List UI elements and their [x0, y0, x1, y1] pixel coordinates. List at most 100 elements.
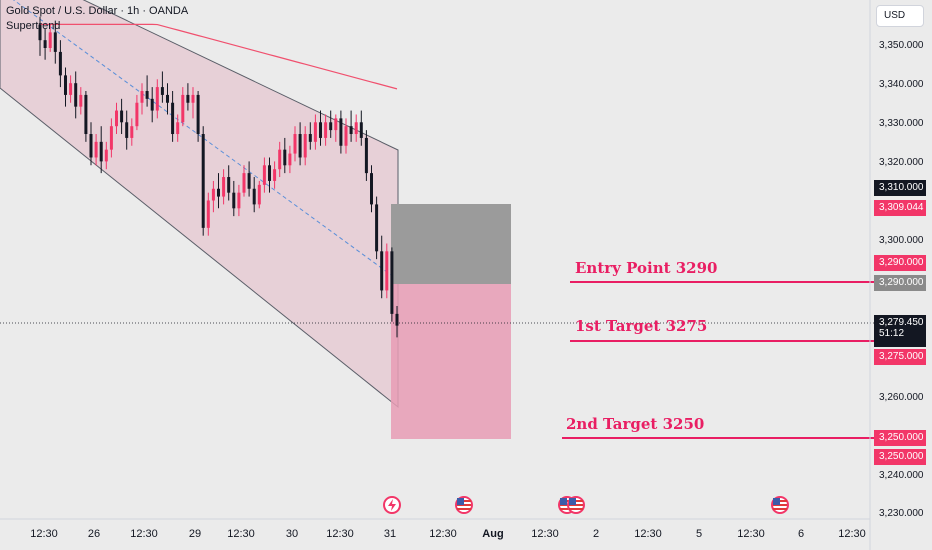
candle-body — [329, 122, 333, 131]
candle[interactable] — [308, 122, 312, 150]
candle-body — [268, 165, 271, 181]
lightning-event-icon[interactable] — [383, 496, 401, 514]
candle[interactable] — [211, 180, 215, 213]
candle[interactable] — [206, 192, 210, 236]
candle-body — [115, 110, 118, 127]
candle[interactable] — [390, 247, 394, 322]
candle[interactable] — [181, 87, 185, 127]
candle[interactable] — [130, 118, 134, 146]
candle[interactable] — [247, 161, 251, 197]
candle[interactable] — [145, 75, 149, 107]
candle[interactable] — [196, 91, 200, 142]
price-tick: 3,330.000 — [879, 118, 924, 129]
candle[interactable] — [48, 24, 52, 52]
candle[interactable] — [109, 118, 113, 158]
candle[interactable] — [222, 169, 226, 205]
candle[interactable] — [160, 71, 164, 103]
candle[interactable] — [262, 157, 266, 193]
candle[interactable] — [186, 83, 190, 111]
candle[interactable] — [171, 91, 175, 142]
candle[interactable] — [115, 102, 118, 135]
supertrend-line[interactable] — [40, 23, 398, 90]
candle[interactable] — [227, 165, 231, 201]
candle[interactable] — [140, 83, 144, 115]
candle[interactable] — [354, 114, 358, 142]
candle[interactable] — [135, 94, 139, 131]
candle[interactable] — [268, 157, 271, 193]
entry-badge-red: 3,290.000 — [874, 255, 926, 271]
candle[interactable] — [395, 306, 399, 338]
candle[interactable] — [344, 118, 348, 154]
candle[interactable] — [64, 67, 67, 107]
candle[interactable] — [313, 114, 317, 150]
target2-annotation[interactable]: 2nd Target 3250 — [566, 415, 705, 433]
candle-body — [364, 137, 368, 174]
candle[interactable] — [125, 110, 129, 150]
candle[interactable] — [155, 79, 159, 119]
us-flag-event-icon[interactable] — [567, 496, 585, 514]
candle[interactable] — [364, 130, 368, 181]
candle[interactable] — [201, 126, 205, 236]
candle[interactable] — [69, 75, 73, 103]
candle[interactable] — [324, 114, 328, 146]
candle[interactable] — [242, 165, 246, 197]
candle-body — [196, 94, 200, 135]
candle[interactable] — [237, 184, 241, 217]
entry-annotation[interactable]: Entry Point 3290 — [575, 259, 718, 277]
candle[interactable] — [166, 83, 169, 115]
candle[interactable] — [38, 16, 42, 56]
candle[interactable] — [150, 87, 154, 123]
us-flag-event-icon[interactable] — [771, 496, 789, 514]
candle[interactable] — [257, 180, 261, 209]
candle-body — [150, 98, 154, 111]
candle[interactable] — [288, 145, 292, 174]
candle[interactable] — [380, 235, 384, 299]
us-flag-event-icon[interactable] — [455, 496, 473, 514]
candle[interactable] — [53, 20, 57, 64]
candle[interactable] — [94, 134, 98, 166]
indicator-label[interactable]: Supertrend — [6, 20, 61, 32]
candle[interactable] — [303, 126, 307, 166]
candle-body — [273, 169, 277, 181]
candle-body — [201, 134, 205, 228]
currency-button[interactable]: USD — [876, 5, 924, 27]
stop-loss-zone[interactable] — [391, 204, 511, 284]
candle[interactable] — [104, 141, 108, 170]
candle[interactable] — [370, 165, 373, 213]
candle[interactable] — [375, 196, 379, 260]
target1-annotation[interactable]: 1st Target 3275 — [575, 317, 708, 335]
candle[interactable] — [339, 110, 343, 154]
candle[interactable] — [232, 180, 236, 217]
candle[interactable] — [58, 40, 62, 88]
candle-body — [130, 126, 134, 138]
candle-body — [227, 177, 231, 193]
candle[interactable] — [99, 126, 103, 174]
candle[interactable] — [79, 87, 83, 115]
candle[interactable] — [278, 141, 282, 178]
candle[interactable] — [298, 122, 302, 166]
candle[interactable] — [319, 110, 322, 146]
candle[interactable] — [293, 126, 297, 162]
candle[interactable] — [120, 98, 124, 135]
candle-body — [308, 134, 312, 142]
candle[interactable] — [74, 71, 78, 119]
candle[interactable] — [217, 173, 220, 209]
candle[interactable] — [43, 28, 47, 60]
candle[interactable] — [329, 110, 333, 138]
symbol-title[interactable]: Gold Spot / U.S. Dollar · 1h · OANDA — [6, 5, 189, 17]
candle[interactable] — [84, 91, 88, 142]
candle[interactable] — [349, 110, 353, 142]
candle[interactable] — [191, 87, 195, 119]
candle-body — [94, 141, 98, 158]
candle[interactable] — [283, 137, 287, 174]
candle[interactable] — [89, 122, 93, 166]
candle[interactable] — [359, 110, 363, 146]
candle[interactable] — [273, 161, 277, 189]
chart-legend: Gold Spot / U.S. Dollar · 1h · OANDA Sup… — [6, 4, 188, 34]
candle[interactable] — [334, 114, 338, 142]
candle[interactable] — [176, 114, 180, 142]
candle[interactable] — [385, 243, 389, 299]
candle[interactable] — [252, 177, 256, 213]
target-zone[interactable] — [391, 284, 511, 439]
